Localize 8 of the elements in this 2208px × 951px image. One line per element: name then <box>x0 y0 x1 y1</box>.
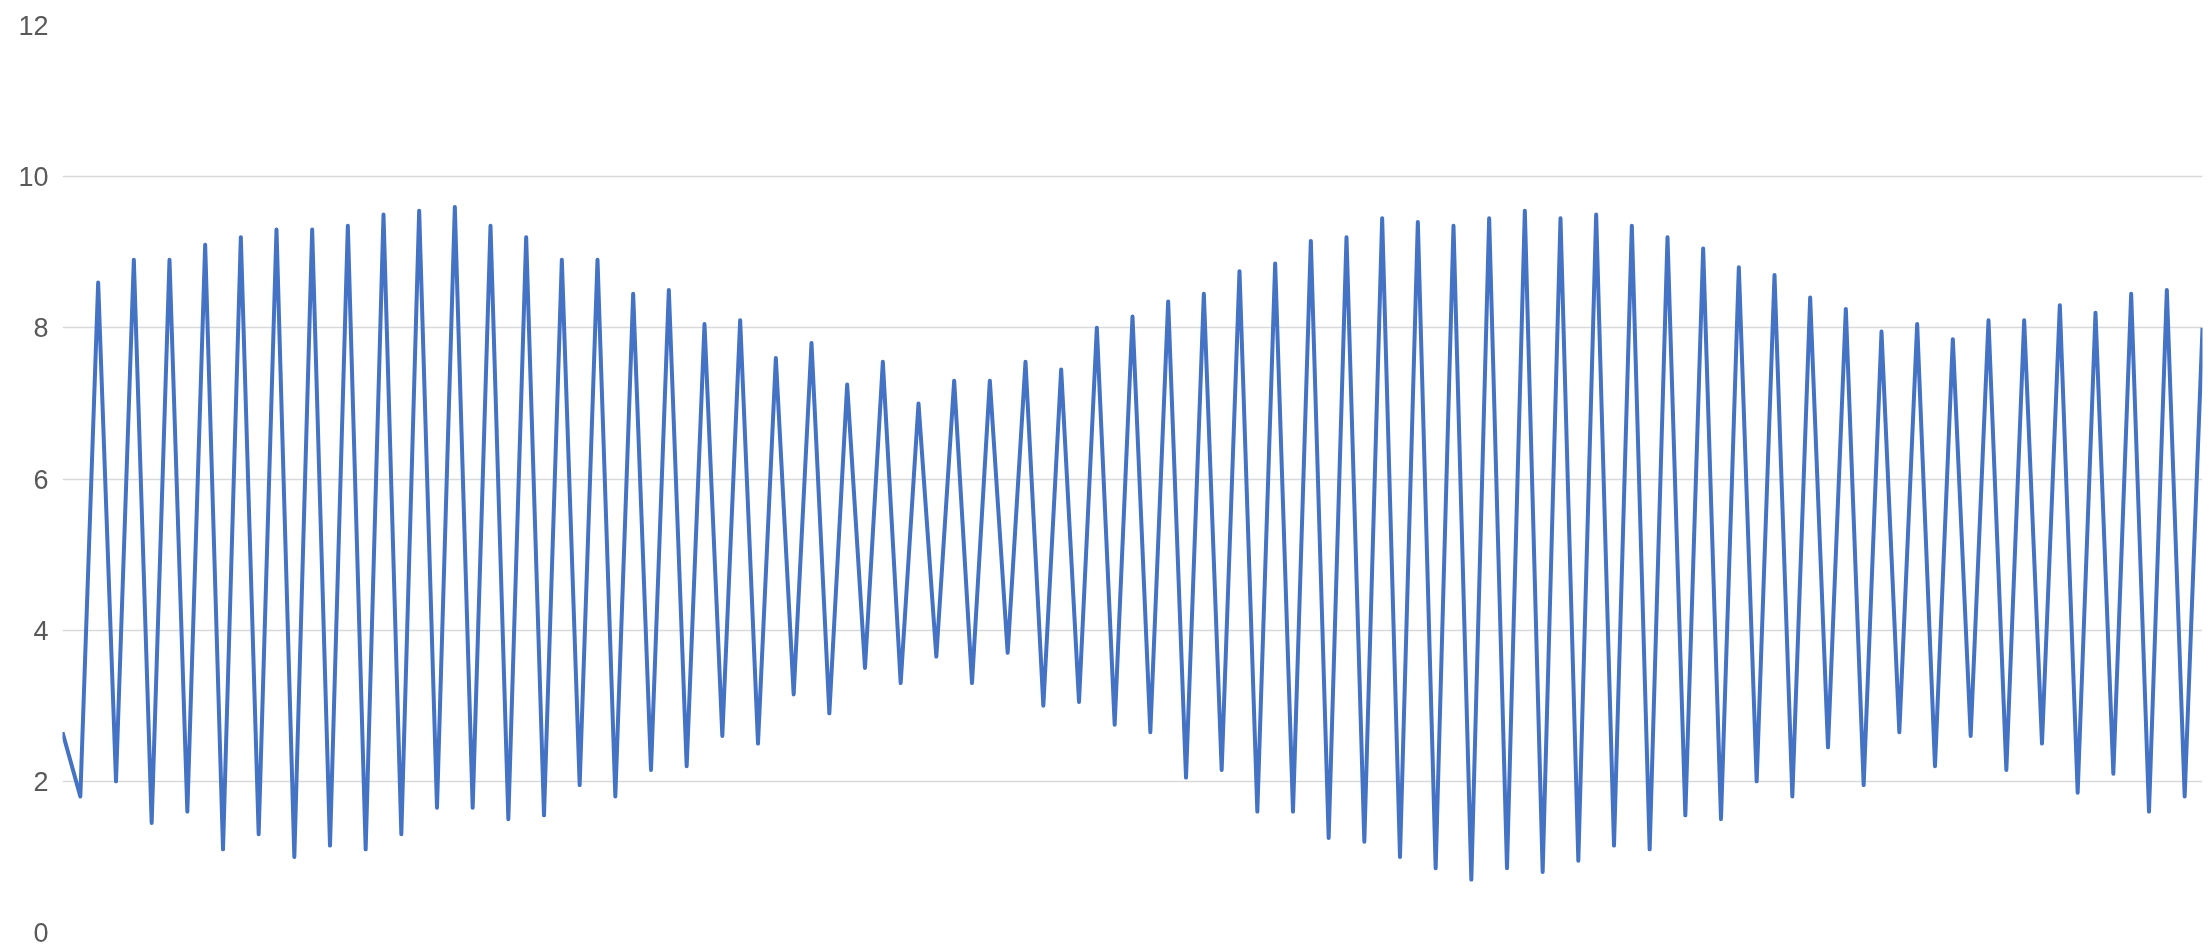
y-tick-label: 6 <box>33 464 49 495</box>
y-tick-label: 12 <box>18 11 49 41</box>
line-series <box>62 204 2203 882</box>
y-tick-label: 4 <box>33 615 49 646</box>
y-tick-label: 0 <box>33 918 49 948</box>
y-tick-label: 10 <box>18 162 49 193</box>
y-tick-label: 2 <box>33 766 49 797</box>
y-tick-label: 8 <box>33 313 49 344</box>
